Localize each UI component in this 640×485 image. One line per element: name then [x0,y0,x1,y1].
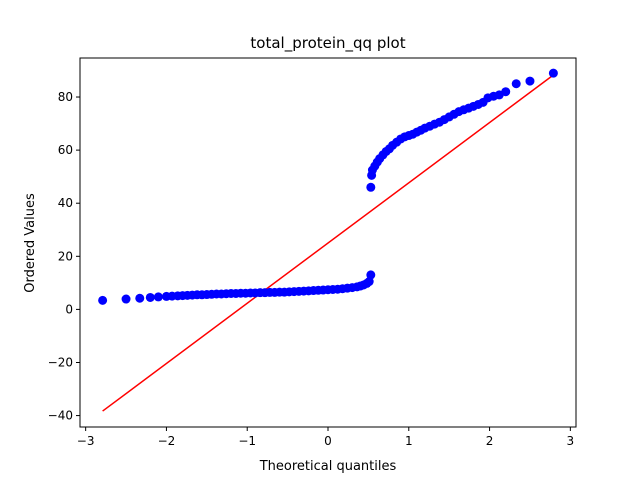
data-point [501,87,511,97]
y-axis: −40 −20 0 20 40 60 80 [48,90,80,423]
data-point [525,76,535,86]
y-axis-label: Ordered Values [23,193,38,293]
x-tick-label: 3 [567,434,575,448]
fit-line-layer [102,74,554,412]
data-point [548,68,558,78]
data-point [366,182,376,192]
y-tick-label: 40 [58,196,73,210]
data-point [145,292,155,302]
data-point [511,79,521,89]
data-point [366,270,376,280]
x-tick-label: −1 [238,434,256,448]
y-tick-label: −20 [48,355,73,369]
y-tick-label: 0 [65,302,73,316]
x-tick-label: −2 [158,434,176,448]
x-tick-label: 0 [324,434,332,448]
data-point [98,295,108,305]
x-tick-label: −3 [77,434,95,448]
y-tick-label: 20 [58,249,73,263]
y-tick-label: 80 [58,90,73,104]
data-point [135,293,145,303]
y-tick-label: −40 [48,409,73,423]
data-point [121,294,131,304]
data-point [153,292,163,302]
y-tick-label: 60 [58,143,73,157]
x-tick-label: 2 [486,434,494,448]
fit-line [102,74,554,412]
x-axis-label: Theoretical quantiles [259,459,397,474]
chart-title: total_protein_qq plot [250,34,405,53]
x-tick-label: 1 [405,434,413,448]
x-axis: −3 −2 −1 0 1 2 3 [77,427,574,448]
data-points-layer [98,68,558,305]
